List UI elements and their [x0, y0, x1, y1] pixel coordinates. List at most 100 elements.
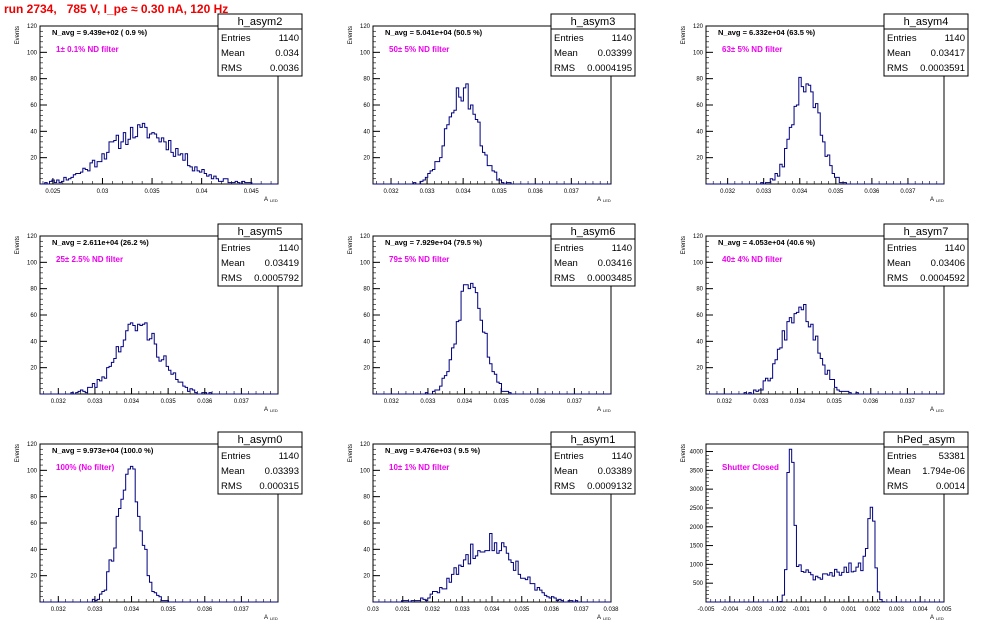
- y-tick-label: 80: [696, 287, 703, 293]
- n-avg-label: N_avg = 9.973e+04 (100.0 %): [52, 446, 154, 455]
- y-axis-title: Events: [15, 26, 21, 44]
- n-avg-label: N_avg = 4.053e+04 (40.6 %): [718, 238, 816, 247]
- x-axis-subscript: LED: [603, 198, 611, 203]
- y-axis-title: Events: [681, 236, 687, 254]
- x-tick-label: 0.037: [900, 189, 916, 195]
- histogram-line-h_asym7: [706, 303, 944, 395]
- stats-value-entries: 1140: [279, 33, 299, 44]
- histogram-line-hPed_asym: [706, 448, 944, 603]
- stats-box: [883, 13, 969, 77]
- y-tick-label: 40: [30, 129, 37, 135]
- x-tick-label: 0.033: [420, 189, 436, 195]
- histogram-panel-h_asym7: 20 40 60 80 100 120 0.032 0.033 0.034 0.035 0.036 0…: [681, 223, 969, 413]
- stats-label-mean: Mean: [887, 258, 911, 269]
- y-tick-label: 1000: [690, 562, 704, 568]
- x-tick-label: 0.034: [457, 399, 473, 405]
- y-tick-label: 120: [360, 234, 371, 240]
- y-tick-label: 500: [693, 581, 704, 587]
- histogram-line-h_asym1: [373, 533, 611, 603]
- x-tick-label: 0.032: [384, 399, 400, 405]
- stats-label-entries: Entries: [554, 33, 584, 44]
- y-tick-label: 60: [30, 521, 37, 527]
- stats-label-rms: RMS: [887, 63, 908, 74]
- stats-label-entries: Entries: [887, 451, 917, 462]
- stats-value-rms: 0.0036: [270, 63, 299, 74]
- stats-value-mean: 0.03416: [598, 258, 632, 269]
- y-tick-label: 60: [696, 103, 703, 109]
- y-tick-label: 60: [696, 313, 703, 319]
- stats-label-entries: Entries: [554, 451, 584, 462]
- x-tick-label: -0.005: [697, 607, 715, 613]
- x-tick-label: 0.037: [234, 399, 250, 405]
- stats-label-mean: Mean: [554, 258, 578, 269]
- stats-value-entries: 1140: [612, 33, 632, 44]
- stats-hist-name: hPed_asym: [897, 434, 955, 446]
- stats-value-entries: 1140: [612, 243, 632, 254]
- y-tick-label: 20: [30, 574, 37, 580]
- x-tick-label: 0.036: [197, 399, 213, 405]
- stats-value-mean: 0.03406: [931, 258, 965, 269]
- stats-label-rms: RMS: [554, 481, 575, 492]
- stats-box: [550, 13, 636, 77]
- y-tick-label: 80: [363, 495, 370, 501]
- y-tick-label: 100: [693, 50, 704, 56]
- stats-label-mean: Mean: [221, 48, 245, 59]
- stats-label-entries: Entries: [221, 33, 251, 44]
- x-tick-label: 0.002: [865, 607, 881, 613]
- y-tick-label: 100: [27, 50, 38, 56]
- x-axis-title: A LED: [264, 197, 278, 203]
- filter-label: 40± 4% ND filter: [722, 255, 782, 264]
- stats-value-mean: 0.03389: [598, 466, 632, 477]
- x-tick-label: 0.03: [367, 607, 379, 613]
- y-tick-label: 20: [696, 366, 703, 372]
- x-tick-label: 0.035: [145, 189, 161, 195]
- histogram-line-h_asym5: [40, 322, 278, 395]
- x-tick-label: 0.034: [484, 607, 500, 613]
- x-tick-label: 0: [823, 607, 827, 613]
- y-tick-label: 1500: [690, 544, 704, 550]
- stats-value-entries: 1140: [279, 243, 299, 254]
- y-tick-label: 2500: [690, 506, 704, 512]
- x-tick-label: 0.037: [564, 189, 580, 195]
- y-tick-label: 40: [696, 129, 703, 135]
- stats-label-rms: RMS: [221, 273, 242, 284]
- y-axis-title: Events: [681, 26, 687, 44]
- y-tick-label: 40: [363, 339, 370, 345]
- stats-label-entries: Entries: [554, 243, 584, 254]
- stats-hist-name: h_asym0: [238, 434, 283, 446]
- x-tick-label: 0.001: [841, 607, 857, 613]
- y-tick-label: 20: [363, 156, 370, 162]
- x-tick-label: 0.035: [494, 399, 510, 405]
- y-tick-label: 120: [360, 24, 371, 30]
- histogram-line-h_asym2: [40, 122, 278, 185]
- x-axis-subscript: LED: [936, 616, 944, 621]
- stats-label-rms: RMS: [887, 273, 908, 284]
- x-tick-label: 0.034: [792, 189, 808, 195]
- x-tick-label: 0.035: [514, 607, 530, 613]
- y-tick-label: 4000: [690, 450, 704, 456]
- stats-value-mean: 0.03419: [265, 258, 299, 269]
- histogram-panel-h_asym2: 20 40 60 80 100 120 0.025 0.03 0.035 0.04 0.045 Eve…: [15, 13, 303, 203]
- y-tick-label: 60: [30, 103, 37, 109]
- x-tick-label: 0.032: [720, 189, 736, 195]
- histogram-panel-h_asym3: 20 40 60 80 100 120 0.032 0.033 0.034 0.035 0.036 0…: [348, 13, 636, 203]
- y-tick-label: 20: [30, 366, 37, 372]
- stats-box: [217, 223, 303, 287]
- x-tick-label: -0.003: [745, 607, 763, 613]
- x-tick-label: 0.032: [384, 189, 400, 195]
- x-tick-label: 0.031: [395, 607, 411, 613]
- stats-value-mean: 0.03393: [265, 466, 299, 477]
- n-avg-label: N_avg = 9.439e+02 ( 0.9 %): [52, 28, 148, 37]
- histogram-line-h_asym0: [40, 465, 278, 603]
- x-axis-subscript: LED: [270, 198, 278, 203]
- x-tick-label: 0.036: [544, 607, 560, 613]
- y-tick-label: 80: [363, 287, 370, 293]
- x-axis-subscript: LED: [603, 408, 611, 413]
- histogram-panel-h_asym5: 20 40 60 80 100 120 0.032 0.033 0.034 0.035 0.036 0…: [15, 223, 303, 413]
- x-tick-label: -0.001: [793, 607, 811, 613]
- y-tick-label: 80: [363, 77, 370, 83]
- y-axis-title: Events: [681, 444, 687, 462]
- x-axis-title: A LED: [930, 407, 944, 413]
- y-tick-label: 120: [693, 24, 704, 30]
